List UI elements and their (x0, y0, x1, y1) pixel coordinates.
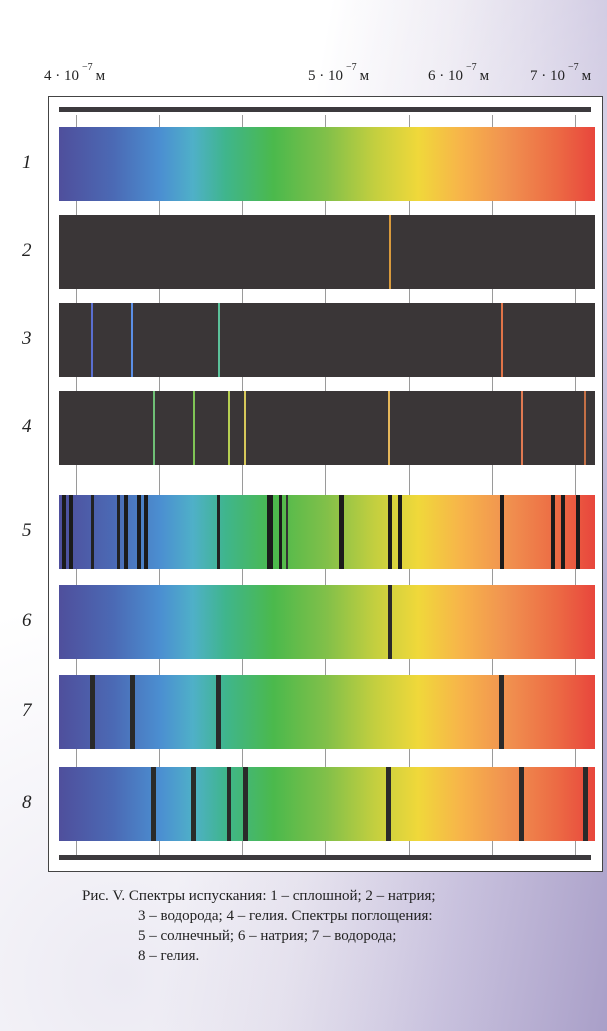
spectral-line (68, 495, 73, 569)
spectral-line (242, 767, 248, 841)
spectral-line (561, 495, 566, 569)
scale-exponent: −7 (346, 62, 357, 73)
scale-unit: м (359, 68, 370, 84)
scale-exponent: −7 (568, 62, 579, 73)
spectral-line (136, 495, 141, 569)
spectrum-band-7 (59, 675, 595, 749)
gridline-600 (408, 115, 410, 855)
caption-line-3: 5 – солнечный; 6 – натрия; 7 – водорода; (138, 928, 397, 944)
scale-coef: 6 · 10 (428, 68, 463, 84)
spectral-line (388, 495, 393, 569)
spectral-line (582, 767, 588, 841)
spectrum-band-3 (59, 303, 595, 377)
spectral-line (398, 495, 403, 569)
spectral-line (576, 495, 581, 569)
scale-unit: м (95, 68, 106, 84)
gridline-650 (491, 115, 493, 855)
spectrum-band-8 (59, 767, 595, 841)
scale-label-600: 6 · 10 −7 м (428, 62, 490, 85)
spectral-line (152, 391, 155, 465)
gridline-700 (575, 115, 577, 855)
row-number: 7 (22, 700, 32, 721)
caption-line-2: 3 – водорода; 4 – гелия. Спектры поглоще… (138, 908, 433, 924)
top-rail (59, 107, 591, 112)
spectral-line (551, 495, 556, 569)
scale-exponent: −7 (466, 62, 477, 73)
scale-label-700: 7 · 10 −7 м (530, 62, 592, 85)
spectral-line (339, 495, 345, 569)
scale-coef: 4 · 10 (44, 68, 79, 84)
spectral-line (226, 767, 231, 841)
spectral-line (267, 495, 274, 569)
spectral-line (192, 391, 195, 465)
spectral-line (191, 767, 197, 841)
spectral-line (216, 675, 222, 749)
spectral-line (151, 767, 157, 841)
spectral-line (61, 495, 66, 569)
spectrum-band-4 (59, 391, 595, 465)
gridline-400 (75, 115, 77, 855)
spectral-line (584, 391, 586, 465)
caption-line-1: Рис. V. Спектры испускания: 1 – сплошной… (82, 888, 436, 904)
gridline-550 (325, 115, 327, 855)
spectral-line (91, 303, 94, 377)
scale-unit: м (479, 68, 490, 84)
spectrum-band-5 (59, 495, 595, 569)
gridline-500 (242, 115, 244, 855)
spectral-line (217, 495, 221, 569)
spectral-line (286, 495, 289, 569)
spectra-figure (48, 96, 603, 872)
spectral-line (117, 495, 121, 569)
spectral-line (131, 303, 134, 377)
row-number: 4 (22, 416, 32, 437)
spectral-line (499, 495, 504, 569)
spectral-line (129, 675, 135, 749)
bottom-rail (59, 855, 591, 860)
spectral-line (388, 585, 393, 659)
row-number: 1 (22, 152, 32, 173)
row-number: 3 (22, 328, 32, 349)
spectral-line (389, 215, 392, 289)
row-number: 5 (22, 520, 32, 541)
caption-line-4: 8 – гелия. (138, 948, 200, 964)
spectral-line (89, 675, 95, 749)
spectral-line (143, 495, 148, 569)
spectral-line (500, 303, 503, 377)
scale-exponent: −7 (82, 62, 93, 73)
spectral-line (387, 391, 390, 465)
row-number: 2 (22, 240, 32, 261)
scale-coef: 7 · 10 (530, 68, 565, 84)
spectral-line (278, 495, 282, 569)
spectrum-band-2 (59, 215, 595, 289)
scale-unit: м (581, 68, 592, 84)
row-number: 6 (22, 610, 32, 631)
spectral-line (386, 767, 392, 841)
gridline-450 (158, 115, 160, 855)
spectral-line (90, 495, 94, 569)
scale-label-400: 4 · 10 −7 м (44, 62, 106, 85)
spectral-line (227, 391, 230, 465)
spectral-line (499, 675, 505, 749)
spectral-line (217, 303, 220, 377)
scale-coef: 5 · 10 (308, 68, 343, 84)
figure-caption: Рис. V. Спектры испускания: 1 – сплошной… (82, 886, 582, 966)
spectral-line (520, 391, 523, 465)
spectral-line (244, 391, 247, 465)
scale-label-500: 5 · 10 −7 м (308, 62, 370, 85)
spectrum-band-1 (59, 127, 595, 201)
row-number: 8 (22, 792, 32, 813)
spectral-line (519, 767, 525, 841)
spectrum-band-6 (59, 585, 595, 659)
spectral-line (123, 495, 128, 569)
